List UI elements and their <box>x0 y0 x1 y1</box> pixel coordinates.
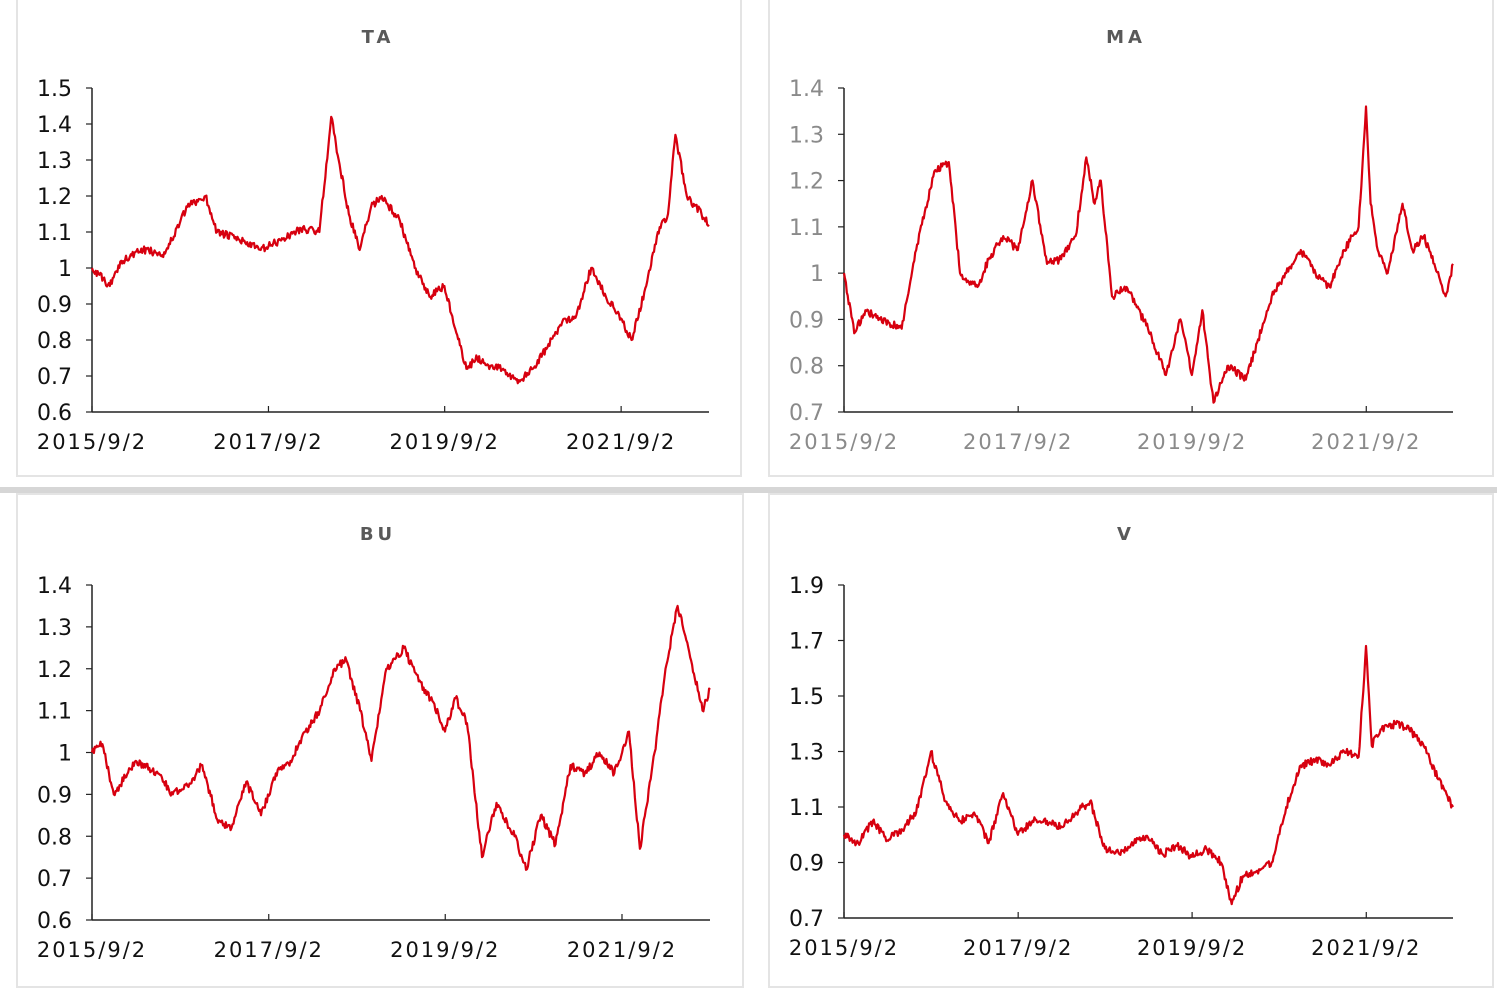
y-tick-label: 1.4 <box>37 113 72 138</box>
y-tick-label: 1.3 <box>789 123 824 148</box>
x-tick-label: 2017/9/2 <box>214 938 324 962</box>
y-tick-label: 1.3 <box>37 149 72 174</box>
y-tick-label: 0.9 <box>789 308 824 333</box>
y-tick-label: 0.8 <box>37 329 72 354</box>
chart-title-v: V <box>1117 524 1135 545</box>
chart-ma: MA 0.7 0.8 0.9 1 1.1 1.2 1.3 1.4 2015/9/2 2017/9/2… <box>789 27 1454 454</box>
chart-bu: BU 0.6 0.7 0.8 0.9 1 1.1 1.2 1.3 1.4 2015/9/2 2017/… <box>37 524 711 962</box>
x-tick-label: 2015/9/2 <box>37 430 147 454</box>
chart-panel-ta <box>16 0 742 477</box>
y-tick-label: 1.2 <box>37 185 72 210</box>
y-tick-label: 1.4 <box>789 77 824 102</box>
y-tick-label: 1 <box>58 257 72 282</box>
x-tick-label: 2017/9/2 <box>213 430 323 454</box>
y-tick-label: 1.2 <box>37 658 72 683</box>
y-tick-label: 1.7 <box>789 630 824 655</box>
y-tick-label: 0.9 <box>37 783 72 808</box>
y-tick-label: 1.3 <box>37 616 72 641</box>
x-tick-label: 2021/9/2 <box>1311 936 1421 960</box>
series-line-v <box>842 644 1454 906</box>
x-tick-label: 2021/9/2 <box>566 430 676 454</box>
series-line-ma <box>842 105 1454 404</box>
x-tick-label: 2021/9/2 <box>567 938 677 962</box>
chart-panel-bu <box>16 493 744 988</box>
chart-title-ma: MA <box>1106 27 1146 48</box>
x-tick-label: 2015/9/2 <box>789 936 899 960</box>
y-tick-label: 0.6 <box>37 909 72 934</box>
y-tick-label: 1.4 <box>37 574 72 599</box>
panel-divider <box>0 487 1497 493</box>
chart-v: V 0.7 0.9 1.1 1.3 1.5 1.7 1.9 2015/9/2 2017/9/2 20… <box>789 524 1454 960</box>
y-tick-label: 1.1 <box>789 216 824 241</box>
x-tick-label: 2019/9/2 <box>1137 936 1247 960</box>
y-tick-label: 0.6 <box>37 401 72 426</box>
y-tick-label: 1.1 <box>37 221 72 246</box>
x-tick-label: 2021/9/2 <box>1311 430 1421 454</box>
y-tick-label: 1.5 <box>789 685 824 710</box>
series-line-ta <box>90 115 710 385</box>
chart-ta: TA 0.6 0.7 0.8 0.9 1 1.1 1.2 1.3 1.4 1.5 2015/9/2 20… <box>37 27 710 454</box>
series-line-bu <box>90 604 711 871</box>
y-tick-label: 1.1 <box>37 700 72 725</box>
y-tick-label: 1.1 <box>789 796 824 821</box>
y-tick-label: 0.7 <box>789 401 824 426</box>
y-tick-label: 1 <box>58 742 72 767</box>
chart-title-bu: BU <box>360 524 396 545</box>
x-tick-label: 2015/9/2 <box>37 938 147 962</box>
x-tick-label: 2019/9/2 <box>390 430 500 454</box>
y-tick-label: 1 <box>810 262 824 287</box>
y-tick-label: 1.2 <box>789 170 824 195</box>
y-tick-label: 0.8 <box>789 355 824 380</box>
x-tick-label: 2017/9/2 <box>963 430 1073 454</box>
y-tick-label: 0.9 <box>789 852 824 877</box>
y-tick-label: 0.9 <box>37 293 72 318</box>
x-tick-label: 2019/9/2 <box>390 938 500 962</box>
y-tick-label: 1.3 <box>789 741 824 766</box>
x-tick-label: 2019/9/2 <box>1137 430 1247 454</box>
x-tick-label: 2015/9/2 <box>789 430 899 454</box>
y-tick-label: 0.7 <box>37 867 72 892</box>
y-tick-label: 1.5 <box>37 77 72 102</box>
y-tick-label: 1.9 <box>789 574 824 599</box>
y-tick-label: 0.7 <box>37 365 72 390</box>
y-tick-label: 0.7 <box>789 907 824 932</box>
y-tick-label: 0.8 <box>37 825 72 850</box>
chart-panel-ma <box>768 0 1494 477</box>
chart-title-ta: TA <box>362 27 395 48</box>
x-tick-label: 2017/9/2 <box>963 936 1073 960</box>
